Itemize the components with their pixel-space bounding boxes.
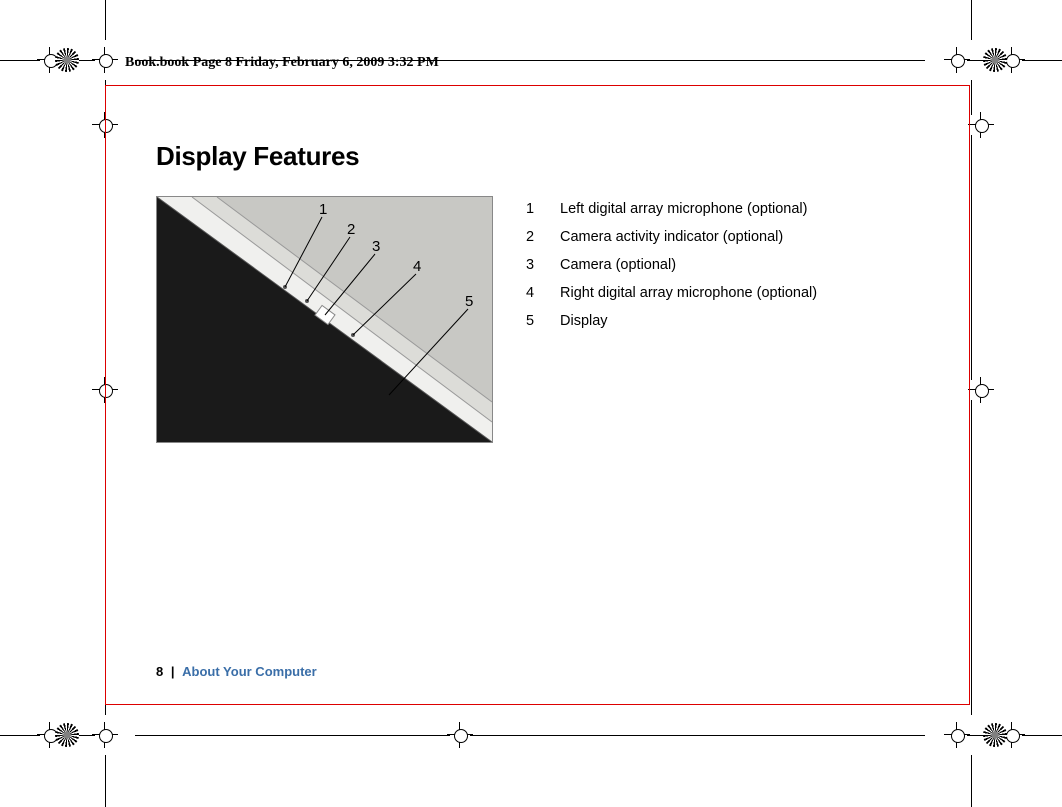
legend-text: Camera activity indicator (optional) [560,229,783,245]
target-mark [970,114,992,136]
page-number: 8 [156,664,163,679]
legend-row: 3 Camera (optional) [526,257,817,273]
callout-4: 4 [413,258,421,275]
callout-3: 3 [372,238,380,255]
target-mark [1001,724,1023,746]
display-diagram: 1 2 3 4 5 [156,196,493,443]
registration-mark-icon [983,48,1007,72]
legend-num: 2 [526,229,540,245]
registration-mark-icon [983,723,1007,747]
legend-text: Right digital array microphone (optional… [560,285,817,301]
page-title: Display Features [156,141,359,172]
target-mark [449,724,471,746]
target-mark [39,49,61,71]
footer-sep: | [171,664,175,679]
content-frame: Display Features 1 2 [105,85,970,705]
callout-5: 5 [465,293,473,310]
target-mark [946,49,968,71]
legend-row: 4 Right digital array microphone (optiona… [526,285,817,301]
target-mark [946,724,968,746]
registration-mark-icon [55,723,79,747]
legend-row: 1 Left digital array microphone (optional… [526,201,817,217]
legend-num: 4 [526,285,540,301]
target-mark [94,724,116,746]
legend-num: 1 [526,201,540,217]
running-head: Book.book Page 8 Friday, February 6, 200… [125,55,439,71]
section-title: About Your Computer [182,664,317,679]
legend-num: 3 [526,257,540,273]
legend-num: 5 [526,313,540,329]
callout-2: 2 [347,221,355,238]
target-mark [94,49,116,71]
page-footer: 8 | About Your Computer [156,664,317,679]
registration-mark-icon [55,48,79,72]
target-mark [39,724,61,746]
target-mark [970,379,992,401]
legend-row: 2 Camera activity indicator (optional) [526,229,817,245]
legend-text: Left digital array microphone (optional) [560,201,807,217]
callout-1: 1 [319,201,327,218]
target-mark [1001,49,1023,71]
legend-text: Display [560,313,608,329]
legend-text: Camera (optional) [560,257,676,273]
legend-row: 5 Display [526,313,817,329]
legend-list: 1 Left digital array microphone (optional… [526,201,817,341]
